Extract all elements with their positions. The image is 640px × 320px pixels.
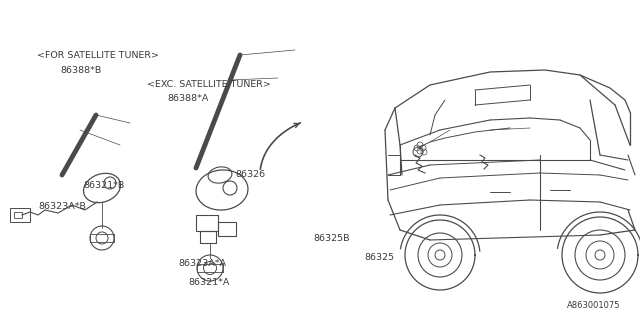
Text: 86388*B: 86388*B <box>61 66 102 75</box>
Text: A863001075: A863001075 <box>567 301 621 310</box>
Bar <box>10 208 30 222</box>
Bar <box>196 215 218 231</box>
Bar <box>200 231 216 243</box>
Text: 86321*A: 86321*A <box>189 278 230 287</box>
Text: <FOR SATELLITE TUNER>: <FOR SATELLITE TUNER> <box>37 51 159 60</box>
Text: 86388*A: 86388*A <box>168 94 209 103</box>
Text: 86325B: 86325B <box>314 234 350 243</box>
Text: 86325: 86325 <box>365 253 395 262</box>
Text: 86323A*B: 86323A*B <box>38 202 86 211</box>
Text: <EXC. SATELLITE TUNER>: <EXC. SATELLITE TUNER> <box>147 80 271 89</box>
Bar <box>218 222 236 236</box>
Bar <box>14 212 22 218</box>
Text: 86321*B: 86321*B <box>83 181 124 190</box>
Text: 86323A*A: 86323A*A <box>178 259 226 268</box>
Text: 86326: 86326 <box>236 170 266 179</box>
